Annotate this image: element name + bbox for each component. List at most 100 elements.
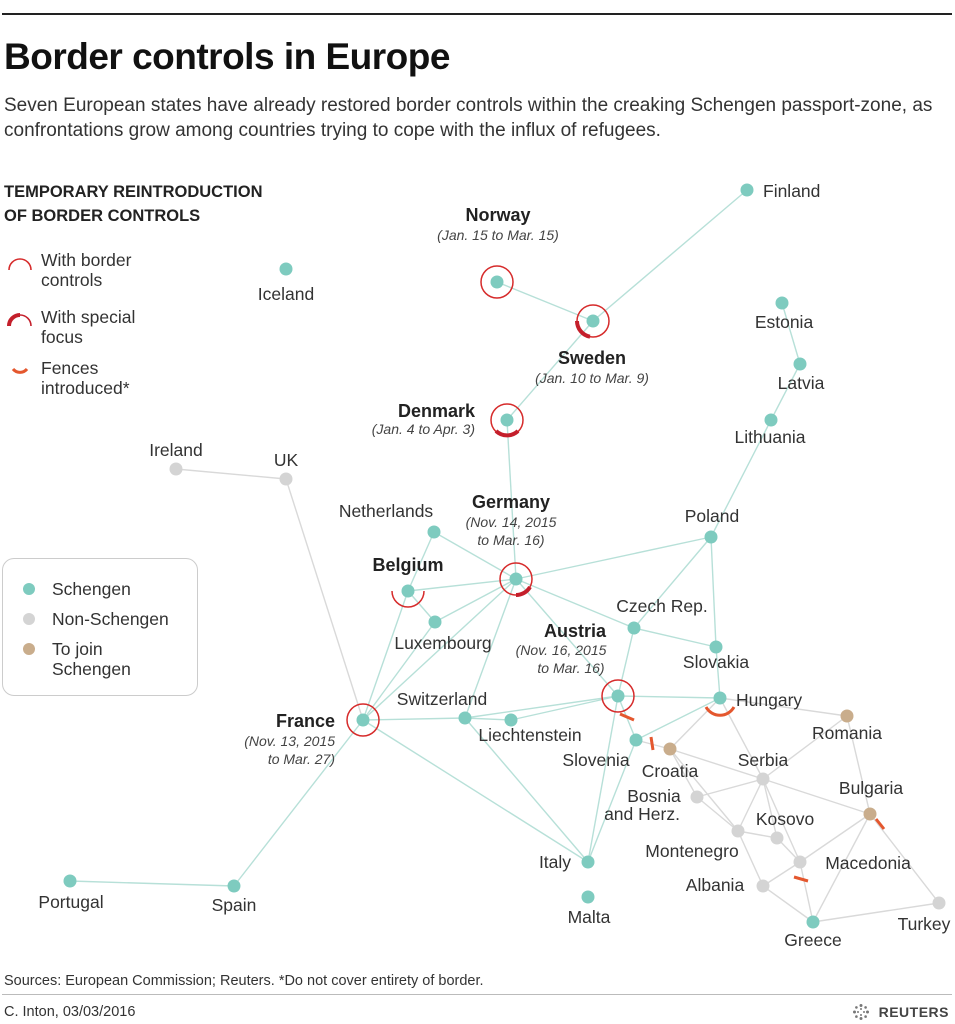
page-subtitle: Seven European states have already resto…: [4, 95, 933, 141]
connection-links: [69, 189, 940, 923]
germany-special-arc: [515, 585, 532, 598]
legend-special-line1: With special: [41, 307, 136, 327]
portugal-node: [63, 874, 77, 888]
france-border-ring: [346, 703, 380, 737]
czech-label: Czech Rep.: [616, 596, 707, 616]
poland-node: [704, 530, 718, 544]
reuters-wordmark: REUTERS: [878, 1004, 949, 1021]
austria-node: [611, 689, 625, 703]
top-rule: [2, 13, 952, 15]
malta-node: [581, 890, 595, 904]
legend-special-arc-icon: [7, 313, 21, 327]
liechtenstein-node: [504, 713, 518, 727]
iceland-node: [279, 262, 293, 276]
finland-node: [740, 183, 754, 197]
legend-fence-icon: [11, 367, 29, 374]
italy-label: Italy: [539, 852, 571, 872]
latvia-label: Latvia: [778, 373, 825, 393]
estonia-node: [775, 296, 789, 310]
germany-dates-line1: (Nov. 14, 2015: [466, 514, 557, 530]
kosovo-node: [770, 831, 784, 845]
sweden-label: Sweden: [558, 348, 626, 368]
france-dates-line1: (Nov. 13, 2015: [244, 733, 335, 749]
bottom-rule: [2, 994, 952, 995]
france-node: [356, 713, 370, 727]
bosnia-label-line2: and Herz.: [604, 804, 680, 824]
schengen-links: [69, 189, 801, 887]
austria-fence: [619, 712, 635, 722]
hungary-fence: [704, 706, 736, 717]
legend-to-join-line1: To join: [52, 639, 103, 659]
austria-dates-line1: (Nov. 16, 2015: [516, 642, 607, 658]
lithuania-label: Lithuania: [734, 427, 805, 447]
czech-node: [627, 621, 641, 635]
legend-heading-line1: TEMPORARY REINTRODUCTION: [4, 183, 263, 201]
uk-label: UK: [274, 450, 299, 470]
austria-label: Austria: [544, 621, 607, 641]
italy-node: [581, 855, 595, 869]
austria-border-ring: [601, 679, 635, 713]
netherlands-label: Netherlands: [339, 501, 434, 521]
turkey-node: [932, 896, 946, 910]
macedonia-node: [793, 855, 807, 869]
macedonia-fence: [793, 875, 809, 883]
malta-label: Malta: [568, 907, 611, 927]
legend-with-border-line2: controls: [41, 270, 103, 290]
country-labels: Finland Norway (Jan. 15 to Mar. 15) Icel…: [38, 181, 950, 950]
albania-label: Albania: [686, 875, 745, 895]
poland-label: Poland: [685, 506, 740, 526]
bulgaria-fence: [874, 818, 886, 830]
slovakia-label: Slovakia: [683, 652, 749, 672]
austria-dates-line2: to Mar. 16): [537, 660, 604, 676]
bosnia-label-line1: Bosnia: [627, 786, 681, 806]
special-focus-arcs: [494, 320, 591, 598]
uk-node: [279, 472, 293, 486]
legend-non-schengen-dot-icon: [23, 613, 35, 625]
lithuania-node: [764, 413, 778, 427]
legend-special-line2: focus: [41, 327, 83, 347]
sources-note: Sources: European Commission; Reuters. *…: [4, 973, 484, 989]
legend-fences-line2: introduced*: [41, 378, 130, 398]
denmark-special-arc: [494, 429, 520, 438]
legend-schengen-label: Schengen: [52, 579, 131, 599]
bulgaria-node: [863, 807, 877, 821]
switzerland-label: Switzerland: [397, 689, 487, 709]
sweden-node: [586, 314, 600, 328]
legend-with-border-line1: With border: [41, 250, 132, 270]
norway-label: Norway: [465, 205, 530, 225]
legend-to-join-label: To join Schengen: [52, 639, 131, 679]
reuters-logo-icon: [852, 1003, 870, 1024]
croatia-node: [663, 742, 677, 756]
germany-node: [509, 572, 523, 586]
sweden-dates: (Jan. 10 to Mar. 9): [535, 370, 649, 386]
other-links: [175, 468, 940, 923]
luxembourg-label: Luxembourg: [394, 633, 491, 653]
hungary-label: Hungary: [736, 690, 802, 710]
graphic-credit: C. Inton, 03/03/2016: [4, 1004, 136, 1020]
legend-symbols: [7, 258, 35, 655]
germany-dates-line2: to Mar. 16): [477, 532, 544, 548]
belgium-border-ring: [391, 590, 425, 608]
greece-label: Greece: [784, 930, 841, 950]
slovakia-node: [709, 640, 723, 654]
portugal-label: Portugal: [38, 892, 103, 912]
belgium-label: Belgium: [372, 555, 443, 575]
sweden-special-arc: [575, 320, 591, 339]
fence-marks: [619, 706, 886, 883]
reuters-brand: REUTERS: [852, 1003, 949, 1024]
legend-border-ring-icon: [8, 258, 32, 271]
ireland-label: Ireland: [149, 440, 203, 460]
legend-to-join-dot-icon: [23, 643, 35, 655]
hungary-node: [713, 691, 727, 705]
membership-legend-box: [2, 558, 198, 696]
belgium-node: [401, 584, 415, 598]
macedonia-label: Macedonia: [825, 853, 911, 873]
romania-label: Romania: [812, 723, 882, 743]
spain-node: [227, 879, 241, 893]
germany-label: Germany: [472, 492, 550, 512]
legend-heading: TEMPORARY REINTRODUCTION OF BORDER CONTR…: [4, 180, 263, 228]
norway-node: [490, 275, 504, 289]
latvia-node: [793, 357, 807, 371]
legend-fences-label: Fences introduced*: [41, 358, 130, 398]
